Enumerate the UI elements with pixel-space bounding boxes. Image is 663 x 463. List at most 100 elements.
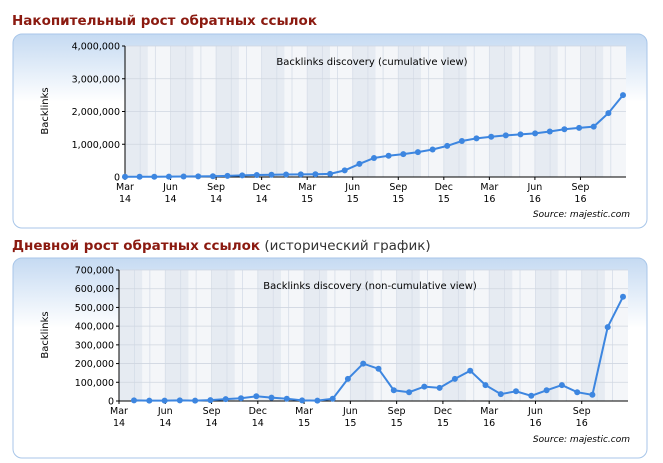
data-point <box>297 171 304 178</box>
data-point <box>400 151 407 158</box>
x-tick-label-month: Mar <box>480 406 498 417</box>
x-tick-label-year: 14 <box>205 418 217 429</box>
data-point <box>429 146 436 153</box>
y-tick-label: 500,000 <box>75 303 114 314</box>
cumulative-backlinks-chart: 0 1,000,000 2,000,000 3,000,000 4,000,000 Mar… <box>12 33 648 229</box>
data-point <box>558 382 565 389</box>
data-point <box>406 389 413 396</box>
data-point <box>473 135 480 142</box>
data-point <box>356 160 363 167</box>
data-point <box>238 395 244 402</box>
x-tick-label-year: 14 <box>256 194 268 205</box>
x-tick-label-month: Sep <box>389 182 407 193</box>
x-tick-label-year: 15 <box>438 194 450 205</box>
x-tick-label-year: 16 <box>574 194 586 205</box>
x-tick-label-month: Sep <box>388 406 406 417</box>
data-point <box>436 384 443 391</box>
x-tick-label-year: 14 <box>113 418 125 429</box>
y-tick-label: 300,000 <box>75 340 114 351</box>
y-tick-label: 3,000,000 <box>72 74 120 85</box>
data-point <box>444 142 451 149</box>
grid-stripe <box>119 270 143 401</box>
grid-stripe <box>257 270 281 401</box>
x-tick-label-month: Mar <box>480 182 498 193</box>
data-point <box>517 131 524 138</box>
x-tick-label-month: Sep <box>573 406 591 417</box>
y-tick-label: 700,000 <box>75 266 114 277</box>
data-point <box>136 173 143 180</box>
x-tick-label-month: Jun <box>162 182 178 193</box>
section-title-note: (исторический график) <box>260 238 431 254</box>
x-tick-label-month: Dec <box>249 406 267 417</box>
data-point <box>327 170 334 177</box>
data-point <box>239 172 246 179</box>
data-point <box>375 365 382 372</box>
data-point <box>546 128 553 135</box>
y-tick-label: 600,000 <box>75 284 114 295</box>
data-point <box>131 397 137 404</box>
y-tick-label: 1,000,000 <box>72 140 120 151</box>
chart-title: Backlinks discovery (non-cumulative view… <box>263 281 477 292</box>
data-point <box>268 171 275 178</box>
data-point <box>528 392 535 399</box>
x-tick-label-month: Dec <box>252 182 270 193</box>
data-point <box>497 391 504 398</box>
data-point <box>283 395 290 402</box>
grid-stripe <box>304 270 328 401</box>
data-point <box>299 397 306 404</box>
data-point <box>513 388 519 395</box>
x-tick-label-month: Dec <box>435 182 453 193</box>
x-tick-label-month: Sep <box>203 406 221 417</box>
x-tick-label-month: Mar <box>110 406 128 417</box>
x-tick-label-month: Mar <box>295 406 313 417</box>
data-point <box>482 382 489 389</box>
x-tick-label-year: 15 <box>344 418 356 429</box>
data-point <box>576 124 583 131</box>
x-tick-label-month: Jun <box>157 406 173 417</box>
data-point <box>451 375 458 382</box>
grid-stripe <box>350 270 374 401</box>
x-tick-label-year: 14 <box>119 194 131 205</box>
data-point <box>561 126 568 133</box>
grid-stripe <box>165 270 189 401</box>
data-point <box>543 387 550 394</box>
grid-stripe <box>211 270 235 401</box>
data-point <box>209 173 216 180</box>
data-point <box>176 397 183 404</box>
x-tick-label-year: 16 <box>576 418 588 429</box>
grid-stripe <box>581 270 605 401</box>
data-point <box>421 383 428 390</box>
data-point <box>146 397 153 404</box>
y-axis-label: Backlinks <box>40 311 51 358</box>
x-tick-label-year: 15 <box>391 418 403 429</box>
data-point <box>192 397 199 404</box>
data-point <box>390 387 397 394</box>
section-title-text: Дневной рост обратных ссылок <box>12 238 261 254</box>
data-point <box>180 173 187 180</box>
data-point <box>341 167 348 174</box>
x-tick-label-year: 15 <box>437 418 449 429</box>
x-tick-label-year: 16 <box>529 418 541 429</box>
data-point <box>385 152 392 159</box>
y-tick-label: 2,000,000 <box>72 107 120 118</box>
grid-stripe <box>442 270 467 401</box>
y-tick-label: 200,000 <box>75 359 114 370</box>
x-tick-label-month: Mar <box>298 182 316 193</box>
y-tick-label: 0 <box>114 173 120 184</box>
data-point <box>312 171 319 178</box>
x-tick-label-month: Sep <box>572 182 590 193</box>
daily-backlinks-chart: 0 100,000 200,000 300,000 400,000 500,000 600,… <box>12 257 648 459</box>
cumulative-section-title: Накопительный рост обратных ссылок <box>12 13 317 29</box>
data-point <box>590 123 597 130</box>
data-point <box>502 132 509 139</box>
data-point <box>151 173 158 180</box>
y-tick-label: 100,000 <box>75 378 114 389</box>
x-tick-label-month: Dec <box>434 406 452 417</box>
data-point <box>344 375 351 382</box>
data-point <box>574 389 581 396</box>
data-point <box>620 92 626 99</box>
y-tick-label: 0 <box>108 397 114 408</box>
x-tick-label-month: Jun <box>342 406 358 417</box>
data-point <box>458 138 465 144</box>
data-point <box>122 173 128 180</box>
